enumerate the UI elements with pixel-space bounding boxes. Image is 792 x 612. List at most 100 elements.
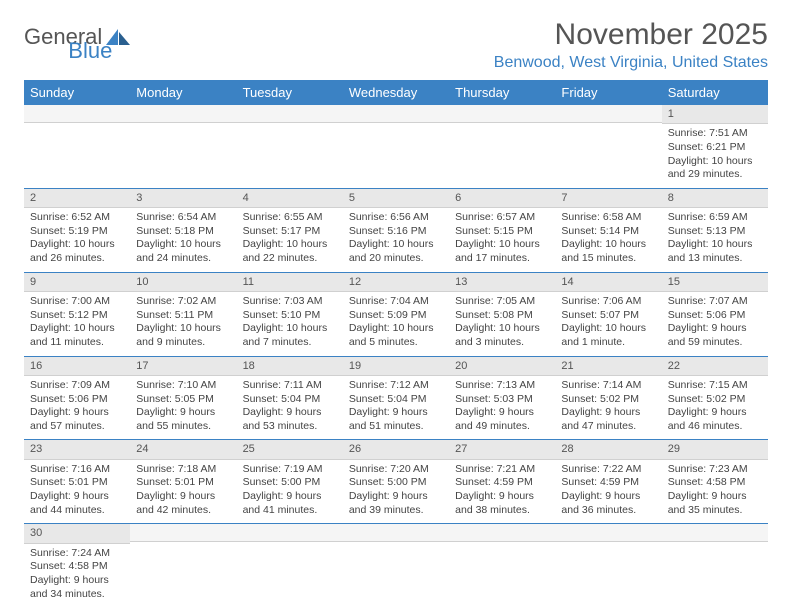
- daylight-line-2: and 49 minutes.: [455, 420, 549, 434]
- sunset-line: Sunset: 5:08 PM: [455, 309, 549, 323]
- sunrise-line: Sunrise: 7:24 AM: [30, 547, 124, 561]
- day-cell: 6Sunrise: 6:57 AMSunset: 5:15 PMDaylight…: [449, 189, 555, 272]
- sunrise-line: Sunrise: 7:13 AM: [455, 379, 549, 393]
- day-body: Sunrise: 7:16 AMSunset: 5:01 PMDaylight:…: [24, 460, 130, 524]
- daylight-line-2: and 29 minutes.: [668, 168, 762, 182]
- day-body: Sunrise: 7:23 AMSunset: 4:58 PMDaylight:…: [662, 460, 768, 524]
- daylight-line-2: and 17 minutes.: [455, 252, 549, 266]
- sunrise-line: Sunrise: 7:23 AM: [668, 463, 762, 477]
- sunrise-line: Sunrise: 7:14 AM: [561, 379, 655, 393]
- sunset-line: Sunset: 5:13 PM: [668, 225, 762, 239]
- daylight-line-1: Daylight: 10 hours: [243, 322, 337, 336]
- day-number: 14: [555, 273, 661, 292]
- day-cell: [449, 524, 555, 607]
- day-number: [555, 524, 661, 542]
- day-cell: [24, 105, 130, 188]
- day-body: [237, 123, 343, 132]
- daylight-line-1: Daylight: 9 hours: [561, 406, 655, 420]
- daylight-line-1: Daylight: 9 hours: [349, 406, 443, 420]
- day-body: Sunrise: 7:03 AMSunset: 5:10 PMDaylight:…: [237, 292, 343, 356]
- week-row: 30Sunrise: 7:24 AMSunset: 4:58 PMDayligh…: [24, 524, 768, 607]
- daylight-line-1: Daylight: 9 hours: [136, 490, 230, 504]
- daylight-line-2: and 11 minutes.: [30, 336, 124, 350]
- daylight-line-2: and 41 minutes.: [243, 504, 337, 518]
- day-cell: 1Sunrise: 7:51 AMSunset: 6:21 PMDaylight…: [662, 105, 768, 188]
- daylight-line-1: Daylight: 10 hours: [668, 238, 762, 252]
- daylight-line-2: and 47 minutes.: [561, 420, 655, 434]
- day-body: Sunrise: 7:14 AMSunset: 5:02 PMDaylight:…: [555, 376, 661, 440]
- daylight-line-2: and 3 minutes.: [455, 336, 549, 350]
- daylight-line-2: and 55 minutes.: [136, 420, 230, 434]
- day-cell: 21Sunrise: 7:14 AMSunset: 5:02 PMDayligh…: [555, 357, 661, 440]
- day-body: [555, 123, 661, 132]
- sunrise-line: Sunrise: 7:06 AM: [561, 295, 655, 309]
- daylight-line-1: Daylight: 9 hours: [243, 406, 337, 420]
- day-number: [130, 524, 236, 542]
- sunset-line: Sunset: 5:16 PM: [349, 225, 443, 239]
- sunrise-line: Sunrise: 6:56 AM: [349, 211, 443, 225]
- daylight-line-2: and 34 minutes.: [30, 588, 124, 602]
- day-body: Sunrise: 7:00 AMSunset: 5:12 PMDaylight:…: [24, 292, 130, 356]
- sunset-line: Sunset: 5:11 PM: [136, 309, 230, 323]
- sunset-line: Sunset: 4:59 PM: [455, 476, 549, 490]
- daylight-line-2: and 42 minutes.: [136, 504, 230, 518]
- daylight-line-1: Daylight: 10 hours: [349, 238, 443, 252]
- day-header-cell: Saturday: [662, 80, 768, 105]
- sunrise-line: Sunrise: 6:55 AM: [243, 211, 337, 225]
- day-body: Sunrise: 7:11 AMSunset: 5:04 PMDaylight:…: [237, 376, 343, 440]
- title-block: November 2025 Benwood, West Virginia, Un…: [494, 18, 768, 72]
- sunset-line: Sunset: 5:00 PM: [349, 476, 443, 490]
- sunset-line: Sunset: 5:10 PM: [243, 309, 337, 323]
- daylight-line-1: Daylight: 9 hours: [30, 406, 124, 420]
- day-number: 27: [449, 440, 555, 459]
- day-cell: 16Sunrise: 7:09 AMSunset: 5:06 PMDayligh…: [24, 357, 130, 440]
- day-number: [237, 524, 343, 542]
- day-body: Sunrise: 7:07 AMSunset: 5:06 PMDaylight:…: [662, 292, 768, 356]
- day-cell: [555, 524, 661, 607]
- daylight-line-2: and 15 minutes.: [561, 252, 655, 266]
- sunset-line: Sunset: 5:06 PM: [30, 393, 124, 407]
- day-number: 18: [237, 357, 343, 376]
- daylight-line-1: Daylight: 9 hours: [30, 574, 124, 588]
- daylight-line-1: Daylight: 10 hours: [349, 322, 443, 336]
- sunset-line: Sunset: 5:05 PM: [136, 393, 230, 407]
- daylight-line-2: and 36 minutes.: [561, 504, 655, 518]
- day-number: 25: [237, 440, 343, 459]
- day-number: 21: [555, 357, 661, 376]
- day-header-cell: Wednesday: [343, 80, 449, 105]
- daylight-line-1: Daylight: 9 hours: [136, 406, 230, 420]
- daylight-line-2: and 35 minutes.: [668, 504, 762, 518]
- day-cell: [237, 524, 343, 607]
- sunset-line: Sunset: 5:15 PM: [455, 225, 549, 239]
- day-body: Sunrise: 7:02 AMSunset: 5:11 PMDaylight:…: [130, 292, 236, 356]
- day-cell: [237, 105, 343, 188]
- sunrise-line: Sunrise: 7:21 AM: [455, 463, 549, 477]
- day-header-cell: Thursday: [449, 80, 555, 105]
- day-cell: 9Sunrise: 7:00 AMSunset: 5:12 PMDaylight…: [24, 273, 130, 356]
- day-cell: 2Sunrise: 6:52 AMSunset: 5:19 PMDaylight…: [24, 189, 130, 272]
- day-cell: [343, 524, 449, 607]
- day-number: 12: [343, 273, 449, 292]
- sunrise-line: Sunrise: 6:54 AM: [136, 211, 230, 225]
- daylight-line-1: Daylight: 10 hours: [561, 238, 655, 252]
- day-body: Sunrise: 6:56 AMSunset: 5:16 PMDaylight:…: [343, 208, 449, 272]
- daylight-line-2: and 38 minutes.: [455, 504, 549, 518]
- day-number: 8: [662, 189, 768, 208]
- daylight-line-1: Daylight: 10 hours: [30, 238, 124, 252]
- sunset-line: Sunset: 4:58 PM: [668, 476, 762, 490]
- day-number: [343, 105, 449, 123]
- sunset-line: Sunset: 5:00 PM: [243, 476, 337, 490]
- day-cell: 7Sunrise: 6:58 AMSunset: 5:14 PMDaylight…: [555, 189, 661, 272]
- sunset-line: Sunset: 5:03 PM: [455, 393, 549, 407]
- day-cell: [555, 105, 661, 188]
- day-cell: 18Sunrise: 7:11 AMSunset: 5:04 PMDayligh…: [237, 357, 343, 440]
- day-cell: 14Sunrise: 7:06 AMSunset: 5:07 PMDayligh…: [555, 273, 661, 356]
- sunset-line: Sunset: 4:58 PM: [30, 560, 124, 574]
- day-body: [130, 542, 236, 551]
- sunrise-line: Sunrise: 6:58 AM: [561, 211, 655, 225]
- day-number: 3: [130, 189, 236, 208]
- sunrise-line: Sunrise: 7:09 AM: [30, 379, 124, 393]
- day-number: 6: [449, 189, 555, 208]
- day-number: 4: [237, 189, 343, 208]
- day-body: Sunrise: 7:18 AMSunset: 5:01 PMDaylight:…: [130, 460, 236, 524]
